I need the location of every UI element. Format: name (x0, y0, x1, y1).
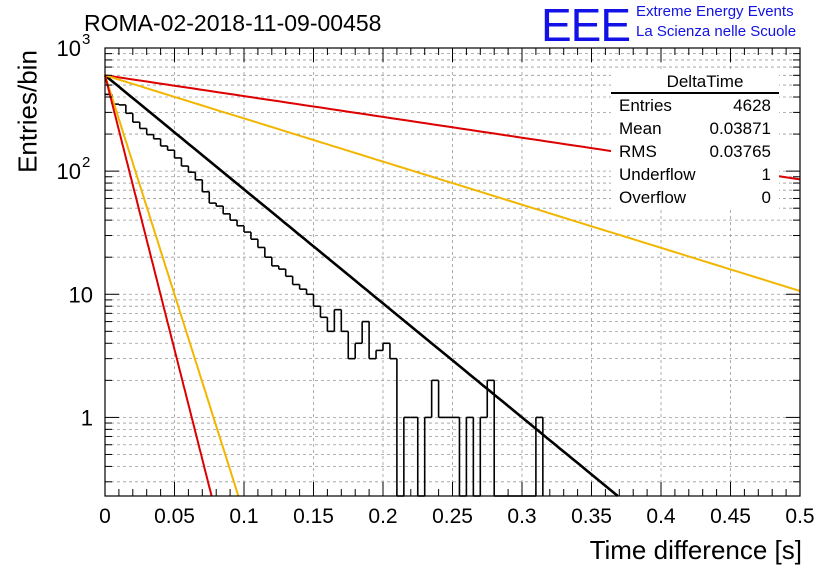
x-tick-label: 0.4 (646, 505, 676, 528)
page-title: ROMA-02-2018-11-09-00458 (84, 10, 382, 36)
x-tick-label: 0.3 (507, 505, 536, 528)
stats-row-rms: RMS 0.03765 (611, 140, 779, 163)
stats-value: 0.03871 (709, 119, 771, 138)
logo-subtitle-line2: La Scienza nelle Scuole (636, 23, 797, 40)
stats-label: Entries (619, 96, 672, 115)
stats-row-entries: Entries 4628 (611, 94, 779, 117)
stats-label: RMS (619, 142, 657, 161)
stats-value: 0 (761, 188, 771, 207)
x-tick-label: 0.25 (432, 505, 473, 528)
stats-value: 4628 (733, 96, 771, 115)
x-tick-label: 0 (99, 505, 111, 528)
stats-label: Overflow (619, 188, 687, 207)
tick-labels: 0 0.05 0.1 0.15 0.2 0.25 0.3 0.35 0.4 0.45 0.51101… (57, 31, 815, 528)
y-tick-label: 10 (69, 282, 93, 307)
x-tick-label: 0.05 (154, 505, 195, 528)
logo-subtitle-line1: Extreme Energy Events (636, 3, 794, 20)
y-tick-exponent: 2 (82, 154, 90, 171)
fit-curves (104, 74, 801, 498)
fit-curve (104, 74, 240, 497)
eee-logo: EEE (541, 0, 631, 51)
y-tick-label: 10 (57, 36, 81, 61)
fit-curve (104, 74, 619, 498)
x-tick-label: 0.15 (293, 505, 334, 528)
x-tick-label: 0.5 (785, 505, 814, 528)
stats-label: Mean (619, 119, 662, 138)
fit-curve (104, 74, 801, 292)
y-tick-label: 10 (57, 159, 81, 184)
x-axis-label: Time difference [s] (589, 535, 802, 565)
stats-row-overflow: Overflow 0 (611, 186, 779, 209)
stats-box: DeltaTime Entries 4628 Mean 0.03871 RMS 0.0… (611, 72, 779, 209)
stats-value: 0.03765 (709, 142, 771, 161)
stats-row-mean: Mean 0.03871 (611, 117, 779, 140)
stats-label: Underflow (619, 165, 696, 184)
histogram (105, 93, 544, 497)
fit-curve (104, 75, 213, 497)
y-tick-label: 1 (81, 405, 93, 430)
x-tick-label: 0.45 (710, 505, 751, 528)
y-axis-label: Entries/bin (12, 50, 43, 173)
stats-title: DeltaTime (611, 72, 779, 94)
y-tick-exponent: 3 (82, 31, 90, 48)
stats-value: 1 (761, 165, 771, 184)
stats-row-underflow: Underflow 1 (611, 163, 779, 186)
x-tick-label: 0.1 (229, 505, 258, 528)
x-tick-label: 0.35 (571, 505, 612, 528)
x-tick-label: 0.2 (368, 505, 397, 528)
axis-ticks (104, 48, 801, 496)
